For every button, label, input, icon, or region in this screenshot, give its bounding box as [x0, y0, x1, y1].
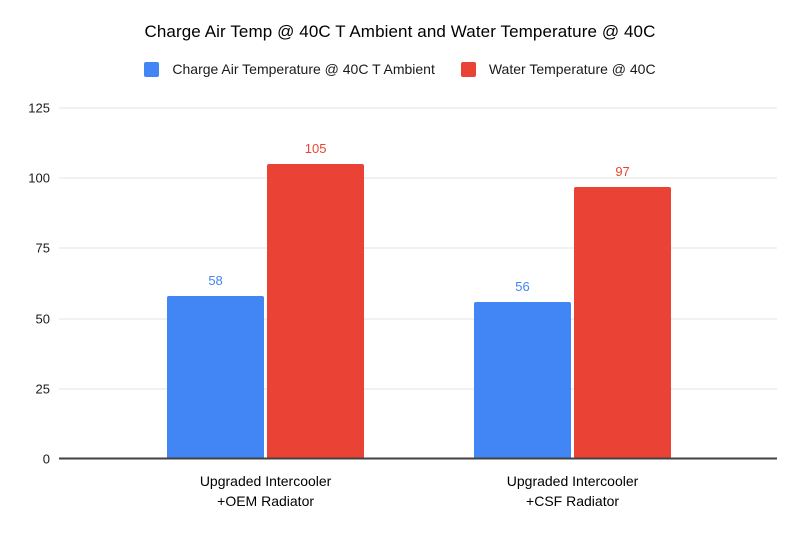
gridline: [59, 177, 777, 179]
bar-water-temperature-1[interactable]: 105: [267, 141, 365, 459]
gridline: [59, 388, 777, 390]
x-axis-line: [59, 457, 777, 460]
y-axis-labels: 0 25 50 75 100 125: [0, 101, 50, 467]
gridline: [59, 247, 777, 249]
bar-value-label: 56: [515, 278, 530, 294]
bar-water-temperature-2[interactable]: 97: [574, 164, 672, 459]
bar-charge-air-temperature-2[interactable]: 56: [474, 279, 572, 459]
bar-value-label: 58: [208, 273, 223, 289]
chart-title: Charge Air Temp @ 40C T Ambient and Wate…: [144, 22, 656, 41]
x-category-label-2: Upgraded Intercooler +CSF Radiator: [506, 473, 639, 509]
x-category-label-1: Upgraded Intercooler +OEM Radiator: [199, 473, 332, 509]
legend-label-water-temperature: Water Temperature @ 40C: [488, 61, 656, 77]
bar-group-1: 58 105: [167, 108, 365, 459]
gridline: [59, 107, 777, 109]
y-tick-label: 125: [28, 100, 50, 116]
bar-value-label: 105: [304, 141, 327, 157]
plot-area: 58 105 56 97: [59, 107, 777, 460]
legend-swatch-water-icon: [460, 61, 476, 77]
bar-charge-air-temperature-1[interactable]: 58: [167, 273, 265, 459]
y-tick-label: 75: [35, 240, 50, 256]
bar-value-label: 97: [615, 163, 630, 179]
legend-label-charge-air-temperature: Charge Air Temperature @ 40C T Ambient: [172, 61, 435, 77]
y-tick-label: 25: [35, 381, 50, 397]
legend-swatch-charge-air-icon: [144, 61, 160, 77]
gridline: [59, 318, 777, 320]
y-tick-label: 100: [28, 170, 50, 186]
y-tick-label: 0: [42, 451, 50, 467]
y-tick-label: 50: [35, 311, 50, 327]
legend-item-water-temperature[interactable]: Water Temperature @ 40C: [460, 61, 656, 77]
bar-group-2: 56 97: [474, 108, 672, 459]
legend-item-charge-air-temperature[interactable]: Charge Air Temperature @ 40C T Ambient: [144, 61, 435, 77]
x-axis-labels: Upgraded Intercooler +OEM Radiator Upgrad…: [59, 472, 777, 520]
chart-legend: Charge Air Temperature @ 40C T Ambient W…: [0, 61, 800, 77]
